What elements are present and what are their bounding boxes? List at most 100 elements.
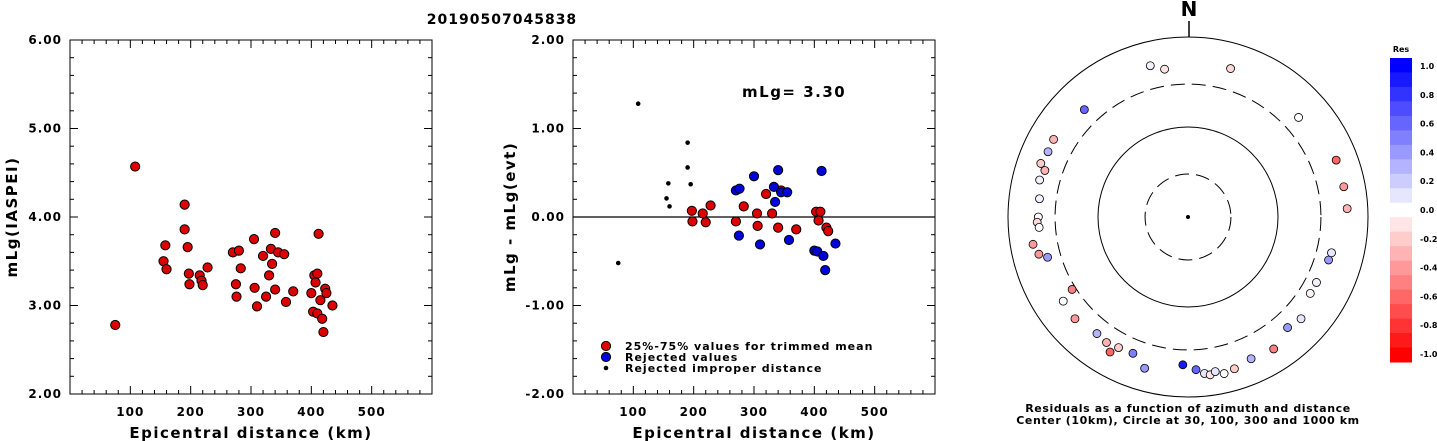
residual-point — [1246, 354, 1256, 364]
data-point — [260, 291, 272, 302]
data-point — [820, 265, 831, 276]
magnitude-annotation: mLg= 3.30 — [742, 83, 846, 101]
data-point — [264, 270, 275, 281]
data-points — [615, 101, 841, 276]
data-point — [760, 188, 772, 200]
data-point — [310, 277, 321, 288]
colorbar-tick-label: 0.0 — [1420, 206, 1435, 215]
data-point — [270, 284, 281, 295]
residual-vs-distance-chart: 100 200 300 400 500 -2.00 -1.00 0.00 1.00 2.00 mL… — [501, 33, 936, 441]
colorbar-tick-label: 0.2 — [1420, 177, 1434, 186]
x-tick-label: 300 — [740, 405, 768, 419]
colorbar-tick-label: -0.4 — [1420, 264, 1437, 273]
colorbar-swatch — [1390, 304, 1412, 320]
residual-point — [1305, 289, 1315, 298]
data-point — [248, 234, 260, 245]
rejected-distance-point — [667, 204, 672, 209]
x-tick-label: 400 — [800, 405, 828, 419]
residual-point — [1331, 155, 1341, 165]
residual-point — [1034, 223, 1044, 232]
x-tick-label: 500 — [358, 405, 386, 419]
azimuth-residual-polar-chart: N Residuals as a function of azimuth and… — [1007, 0, 1437, 427]
ring-100km — [1097, 126, 1279, 308]
residual-point — [1339, 182, 1349, 192]
colorbar-tick-label: 0.4 — [1420, 148, 1435, 157]
colorbar-swatch — [1390, 275, 1412, 291]
residual-point — [1102, 338, 1111, 347]
residual-point — [1283, 323, 1292, 332]
rejected-distance-point — [615, 260, 621, 266]
residual-point — [1036, 159, 1046, 168]
data-point — [791, 224, 802, 235]
residual-point — [1294, 113, 1303, 122]
colorbar-tick-label: 0.8 — [1420, 91, 1435, 100]
data-point — [782, 187, 793, 198]
residual-point — [1178, 360, 1188, 370]
legend-label: Rejected improper distance — [625, 362, 822, 375]
residual-point — [1219, 369, 1229, 378]
data-point — [202, 262, 213, 273]
rejected-distance-point — [666, 181, 671, 186]
data-point — [233, 245, 245, 256]
residual-point — [1035, 175, 1045, 185]
residual-point — [1312, 278, 1321, 287]
axis-ticks: 100 200 300 400 500 2.00 3.00 4.00 5.00 6.00 — [28, 33, 432, 419]
data-point — [770, 196, 781, 208]
colorbar-tick-label: -0.6 — [1420, 292, 1437, 301]
data-point — [235, 263, 246, 274]
residual-point — [1160, 64, 1169, 74]
ring-30km — [1144, 173, 1232, 261]
x-axis-label: Epicentral distance (km) — [632, 424, 875, 441]
data-point — [734, 183, 745, 194]
colorbar: 1.0 0.8 0.6 0.4 0.2 0.0 -0.2 -0.4 -0.6 -0.8 -1.0 — [1390, 58, 1437, 363]
data-point — [179, 199, 190, 210]
data-point — [327, 300, 338, 311]
residual-point — [1114, 343, 1123, 352]
y-tick-label: 2.00 — [28, 387, 62, 401]
data-point — [738, 201, 749, 212]
y-axis-label: mLg(IASPEI) — [3, 157, 21, 278]
colorbar-swatch — [1390, 246, 1412, 262]
center-marker — [1186, 215, 1190, 219]
y-tick-label: -1.00 — [525, 299, 565, 313]
data-point — [230, 279, 242, 290]
y-tick-label: 0.00 — [531, 210, 565, 224]
legend-label: Rejected values — [625, 351, 738, 364]
data-point — [700, 217, 711, 228]
x-axis-label: Epicentral distance (km) — [129, 424, 372, 441]
data-point — [249, 282, 260, 293]
data-point — [751, 208, 763, 219]
rejected-distance-point — [635, 101, 641, 107]
data-point — [130, 161, 141, 172]
figure-title: 20190507045838 — [427, 12, 577, 28]
caption-line-2: Center (10km), Circle at 30, 100, 300 an… — [1016, 414, 1360, 427]
data-point — [767, 208, 778, 219]
colorbar-swatch — [1390, 202, 1412, 218]
data-point — [321, 288, 332, 299]
legend-marker — [600, 351, 612, 363]
colorbar-swatch — [1390, 289, 1412, 305]
data-point — [818, 250, 829, 262]
colorbar-swatch — [1390, 318, 1412, 334]
colorbar-swatch — [1390, 144, 1412, 160]
rejected-distance-point — [685, 165, 690, 170]
residual-point — [1128, 348, 1138, 358]
data-point — [748, 171, 760, 182]
data-point — [773, 222, 784, 233]
colorbar-swatch — [1390, 217, 1412, 233]
data-point — [257, 250, 269, 262]
colorbar-swatch — [1390, 101, 1412, 117]
colorbar-swatch — [1390, 188, 1412, 204]
north-label: N — [1181, 0, 1198, 21]
residual-point — [1105, 347, 1115, 357]
residual-point — [1067, 285, 1077, 294]
y-tick-label: 6.00 — [28, 33, 62, 47]
data-point — [768, 181, 780, 193]
y-tick-label: 1.00 — [531, 122, 565, 136]
data-point — [754, 239, 766, 250]
data-point — [783, 234, 795, 246]
residual-point — [1040, 166, 1050, 175]
data-point — [312, 268, 323, 279]
data-point — [686, 205, 697, 216]
caption-line-1: Residuals as a function of azimuth and d… — [1025, 402, 1351, 415]
